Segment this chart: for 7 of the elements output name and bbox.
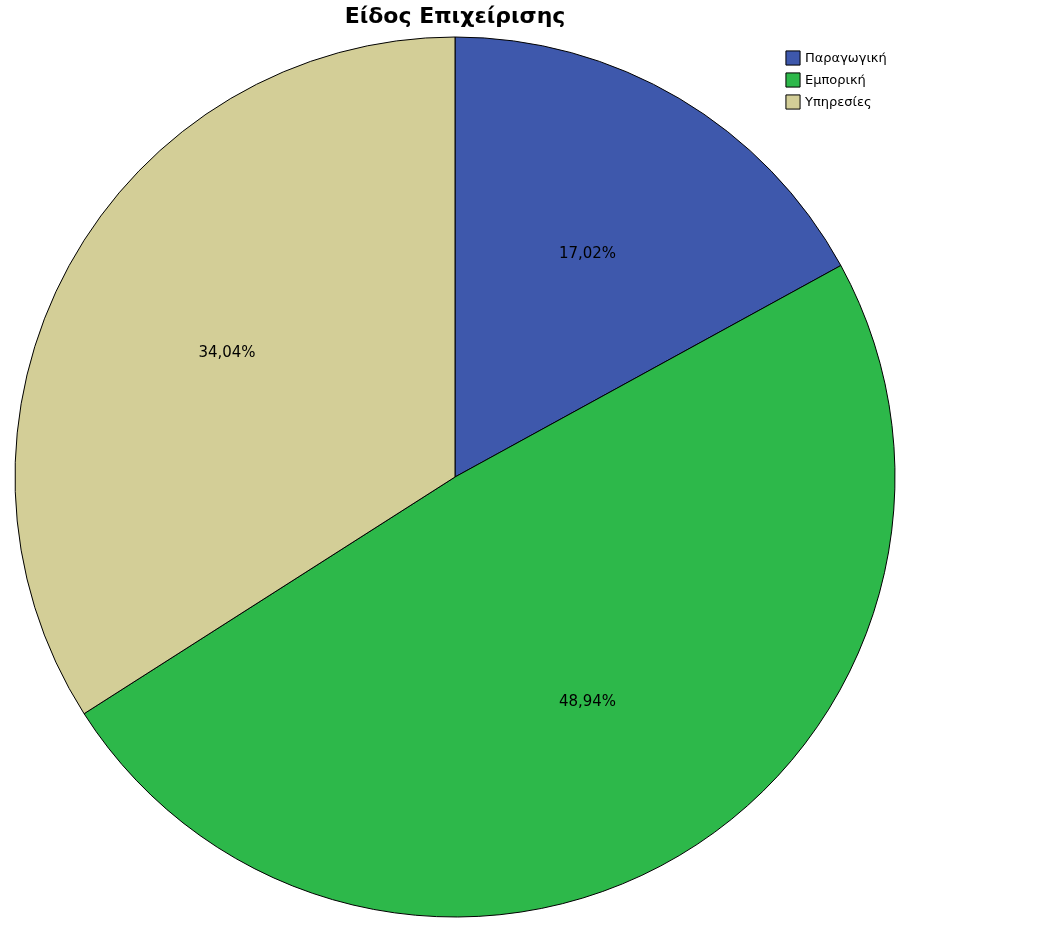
legend-label: Παραγωγική [805,50,887,65]
data-label: 34,04% [198,343,256,362]
chart-title: Είδος Επιχείρισης [344,3,566,28]
data-label: 17,02% [558,244,617,263]
legend-label: Υπηρεσίες [804,94,872,109]
legend-label: Εμπορική [805,72,866,87]
data-label: 48,94% [558,691,617,710]
